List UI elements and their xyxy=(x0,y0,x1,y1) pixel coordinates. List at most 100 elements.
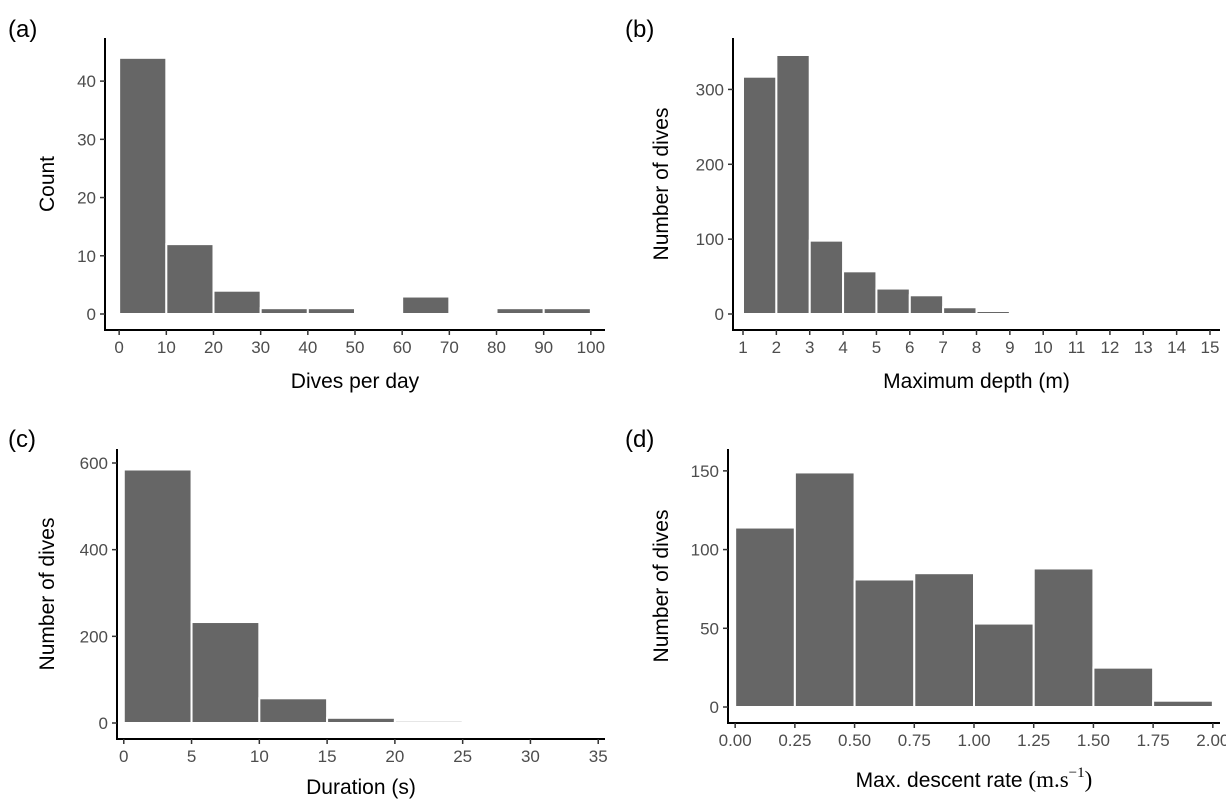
x-tick-label: 80 xyxy=(487,338,506,357)
histogram-bar xyxy=(258,697,329,724)
x-tick-label: 20 xyxy=(204,338,223,357)
x-tick-label: 1.50 xyxy=(1077,731,1110,750)
y-tick-label: 150 xyxy=(691,462,719,481)
histogram-bar xyxy=(1042,312,1078,315)
x-tick-label: 4 xyxy=(838,338,847,357)
x-tick-label: 60 xyxy=(393,338,412,357)
histogram-bar xyxy=(913,572,975,708)
x-axis-title: Max. descent rate (m.s−1) xyxy=(856,765,1093,792)
y-tick-label: 0 xyxy=(710,698,719,717)
histogram-bar xyxy=(542,307,592,315)
x-tick-label: 8 xyxy=(972,338,981,357)
histogram-bar xyxy=(495,307,545,315)
panel-label: (a) xyxy=(8,16,37,43)
panel-c: 0 200 400 600 0 5 10 15 20 25 30 35 (c) Number of div… xyxy=(8,426,608,799)
y-axis-title: Number of dives xyxy=(36,518,59,671)
x-tick-label: 30 xyxy=(521,747,540,766)
histogram-bar xyxy=(1152,699,1214,709)
histogram-bar xyxy=(1032,567,1095,708)
histogram-bar xyxy=(1108,312,1145,315)
x-axis-title: Duration (s) xyxy=(306,776,416,799)
histogram-bar xyxy=(259,307,309,315)
histogram-bar xyxy=(212,289,262,316)
histogram-bar xyxy=(942,306,978,315)
histogram-bar xyxy=(1175,312,1211,315)
y-tick-label: 600 xyxy=(80,454,108,473)
panel-a: 0 10 20 30 40 0 10 20 30 40 50 60 70 80 90 100 (a) Count D… xyxy=(8,16,605,393)
x-tick-label: 0.25 xyxy=(778,731,811,750)
histogram-bar xyxy=(1092,666,1155,708)
x-tick-label: 10 xyxy=(250,747,269,766)
histogram-bar xyxy=(326,716,396,724)
x-tick-label: 25 xyxy=(453,747,472,766)
histogram-bar xyxy=(973,622,1035,709)
histogram-bar xyxy=(122,468,193,724)
histogram-bar xyxy=(842,270,878,315)
y-tick-label: 20 xyxy=(77,189,96,208)
x-tick-label: 0.75 xyxy=(898,731,931,750)
x-tick-label: 0 xyxy=(119,747,128,766)
panel-label: (d) xyxy=(625,426,654,453)
x-tick-label: 9 xyxy=(1005,338,1014,357)
y-tick-label: 0 xyxy=(87,305,96,324)
x-axis-title: Dives per day xyxy=(291,370,420,393)
x-tick-label: 11 xyxy=(1068,338,1086,357)
x-tick-label: 0.00 xyxy=(719,731,752,750)
histogram-bar xyxy=(529,721,600,724)
x-tick-label: 6 xyxy=(905,338,914,357)
x-tick-label: 2 xyxy=(772,338,781,357)
histogram-bar xyxy=(401,295,451,315)
histogram-bar xyxy=(875,287,911,316)
histogram-bar xyxy=(734,526,796,708)
x-tick-label: 40 xyxy=(298,338,317,357)
x-tick-label: 50 xyxy=(346,338,365,357)
y-tick-label: 0 xyxy=(715,305,724,324)
y-tick-label: 300 xyxy=(696,80,724,99)
x-tick-label: 1 xyxy=(738,338,747,357)
histogram-bar xyxy=(975,310,1011,315)
x-tick-label: 3 xyxy=(805,338,814,357)
x-axis-title: Maximum depth (m) xyxy=(883,370,1070,393)
histogram-bar xyxy=(853,578,916,708)
x-tick-label: 0 xyxy=(114,338,123,357)
y-tick-label: 40 xyxy=(77,72,96,91)
y-tick-label: 200 xyxy=(80,627,108,646)
y-tick-label: 400 xyxy=(80,541,108,560)
histogram-bar xyxy=(1075,312,1111,315)
histogram-bar xyxy=(808,239,845,315)
histogram-bar xyxy=(306,307,357,315)
y-tick-label: 100 xyxy=(691,541,719,560)
panel-label: (b) xyxy=(625,16,654,43)
x-tick-label: 30 xyxy=(251,338,270,357)
x-tick-label: 15 xyxy=(318,747,337,766)
histogram-bar xyxy=(793,471,856,708)
panel-label: (c) xyxy=(8,426,36,453)
x-tick-label: 20 xyxy=(385,747,404,766)
x-tick-label: 14 xyxy=(1167,338,1186,357)
y-axis-title: Number of dives xyxy=(650,510,673,663)
y-tick-label: 10 xyxy=(77,247,96,266)
x-tick-label: 35 xyxy=(589,747,608,766)
y-tick-label: 30 xyxy=(77,130,96,149)
histogram-bar xyxy=(742,75,778,316)
x-tick-label: 2.00 xyxy=(1196,731,1226,750)
x-tick-label: 15 xyxy=(1201,338,1220,357)
histogram-bar xyxy=(393,719,464,724)
panel-d: 0 50 100 150 0.00 0.25 0.50 0.75 1.00 1.25 1.50 1.7… xyxy=(625,426,1226,792)
x-tick-label: 1.75 xyxy=(1137,731,1170,750)
histogram-bar xyxy=(775,53,811,315)
x-tick-label: 1.25 xyxy=(1017,731,1050,750)
y-axis-title: Number of dives xyxy=(650,108,673,261)
y-tick-label: 50 xyxy=(700,619,719,638)
x-tick-label: 70 xyxy=(440,338,459,357)
y-tick-label: 200 xyxy=(696,155,724,174)
x-tick-label: 5 xyxy=(872,338,881,357)
histogram-bar xyxy=(908,294,945,315)
x-tick-label: 12 xyxy=(1100,338,1119,357)
histogram-bar xyxy=(118,56,168,315)
x-tick-label: 13 xyxy=(1134,338,1153,357)
histogram-bar xyxy=(165,243,215,315)
y-tick-label: 0 xyxy=(99,714,108,733)
